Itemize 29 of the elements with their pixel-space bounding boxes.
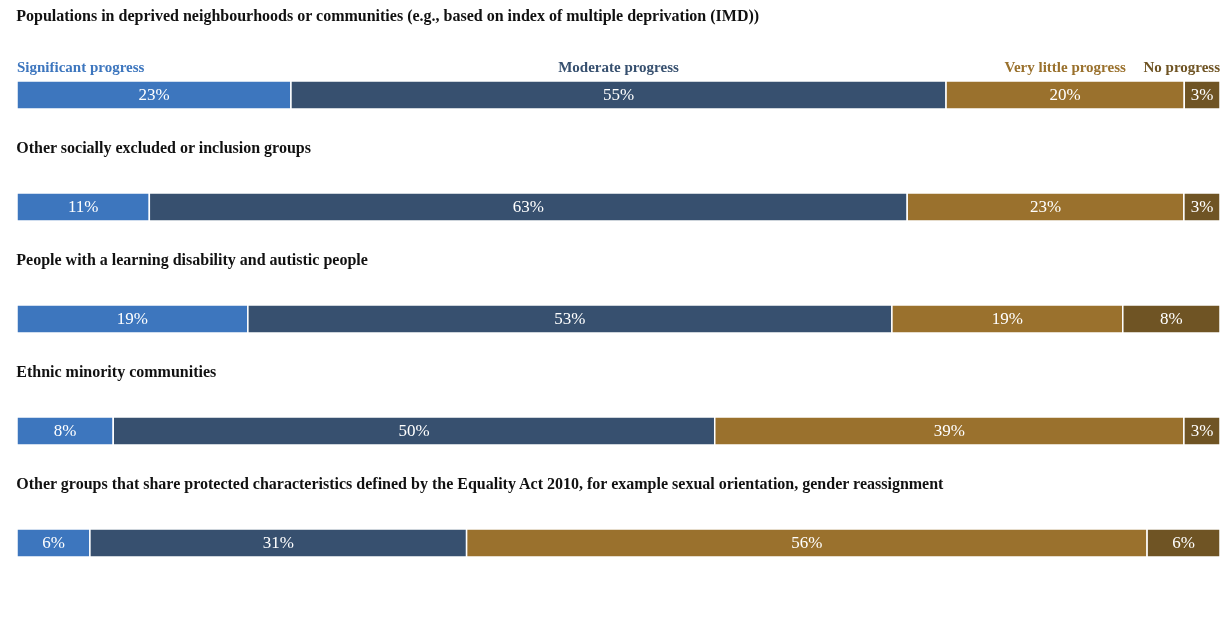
series-label: Significant progress	[17, 59, 145, 75]
data-label: 53%	[554, 309, 586, 328]
chart-title: People with a learning disability and autistic people	[16, 251, 368, 270]
data-label: 31%	[262, 533, 294, 552]
series-label: Very little progress	[1004, 59, 1126, 75]
data-label: 19%	[991, 309, 1023, 328]
data-label: 3%	[1190, 421, 1214, 440]
series-label: No progress	[1143, 59, 1221, 75]
data-label: 20%	[1049, 85, 1081, 104]
data-label: 39%	[933, 421, 965, 440]
data-label: 6%	[1172, 533, 1195, 552]
data-label: 23%	[138, 85, 170, 104]
chart-title: Ethnic minority communities	[16, 363, 217, 382]
series-label: Moderate progress	[558, 59, 679, 75]
data-label: 19%	[116, 309, 149, 328]
data-label: 3%	[1190, 197, 1214, 216]
chart-title: Other socially excluded or inclusion groups	[16, 139, 311, 158]
data-label: 50%	[398, 421, 430, 440]
chart-title: Populations in deprived neighbourhoods or communities (e.g., based on index of multiple deprivation (IMD))	[16, 7, 760, 25]
data-label: 11%	[67, 197, 99, 216]
data-label: 8%	[53, 421, 77, 440]
data-label: 23%	[1029, 197, 1062, 216]
data-label: 63%	[512, 197, 544, 216]
data-label: 3%	[1190, 85, 1214, 104]
data-label: 56%	[791, 533, 823, 552]
data-label: 8%	[1160, 309, 1183, 328]
chart-title: Other groups that share protected characteristics defined by the Equality Act 2010, for example sexual orientation, gender reassignment	[16, 475, 945, 494]
data-label: 6%	[42, 533, 65, 552]
data-label: 55%	[602, 85, 635, 104]
